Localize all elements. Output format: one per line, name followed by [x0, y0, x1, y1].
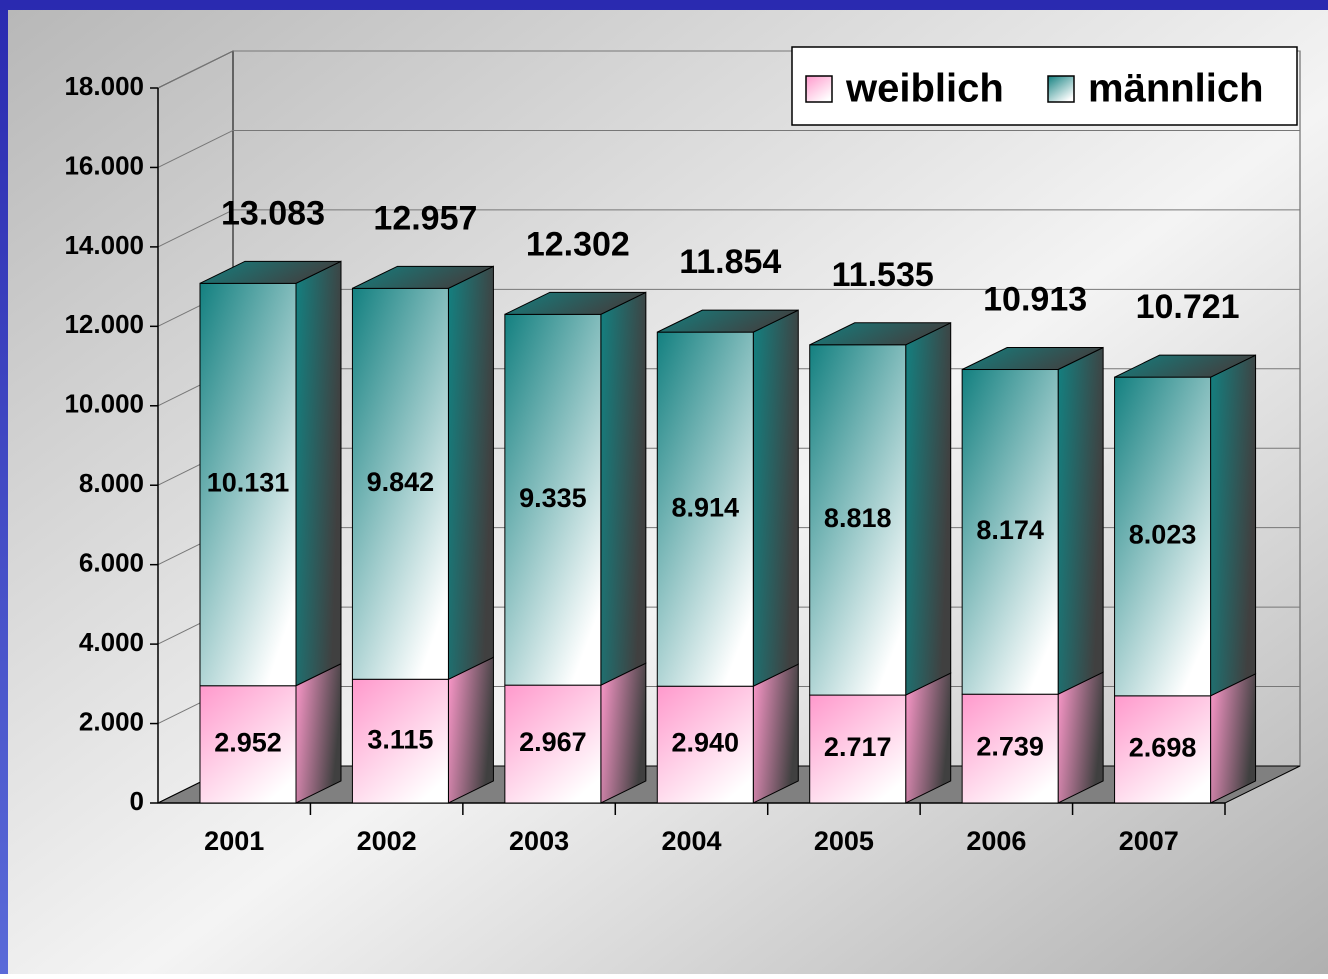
total-label: 13.083 [221, 194, 325, 232]
value-label: 2.940 [671, 728, 739, 758]
grid-line [157, 50, 234, 89]
value-label: 3.115 [367, 724, 433, 754]
bar-side [1057, 671, 1104, 804]
bar [656, 331, 754, 687]
value-label: 9.335 [519, 483, 587, 513]
bar-side [600, 291, 647, 686]
bar-side [295, 260, 342, 687]
y-tick-label: 16.000 [64, 150, 144, 180]
total-label: 12.302 [526, 225, 630, 263]
bar-top [504, 291, 647, 315]
grid-line [157, 129, 234, 168]
value-label: 8.174 [976, 515, 1044, 545]
y-tick-label: 8.000 [79, 468, 144, 498]
bar-side [600, 662, 647, 804]
value-label: 2.952 [214, 727, 282, 757]
value-label: 2.967 [519, 727, 587, 757]
grid-line [157, 209, 234, 248]
value-label: 10.131 [207, 468, 290, 498]
y-tick-label: 10.000 [64, 389, 144, 419]
x-tick-label: 2002 [357, 826, 417, 856]
y-tick-label: 6.000 [79, 548, 144, 578]
bar [961, 369, 1059, 695]
bar-side [905, 322, 952, 696]
bar [351, 287, 449, 680]
legend: weiblich männlich [791, 46, 1298, 126]
bar-top [809, 322, 951, 346]
total-label: 10.913 [983, 280, 1087, 318]
y-tick-label: 2.000 [79, 706, 144, 736]
bar-side [752, 309, 799, 688]
value-label: 9.842 [367, 467, 435, 497]
total-label: 12.957 [373, 199, 477, 237]
total-label: 10.721 [1136, 288, 1240, 326]
y-tick-label: 0 [130, 786, 144, 816]
legend-box [791, 46, 1298, 126]
total-label: 11.854 [679, 243, 781, 281]
bar-side [447, 656, 494, 804]
bar [199, 282, 297, 687]
bar-side [447, 265, 494, 681]
bar-side [905, 672, 952, 804]
bar-side [1210, 673, 1257, 804]
bar-top [657, 309, 799, 333]
bar [809, 344, 907, 696]
x-tick-label: 2006 [966, 826, 1026, 856]
x-tick-label: 2004 [661, 826, 721, 856]
bar-top [352, 265, 494, 289]
x-tick-label: 2003 [509, 826, 569, 856]
value-label: 2.739 [976, 732, 1044, 762]
y-tick-label: 14.000 [64, 230, 144, 260]
bar-top [199, 260, 342, 284]
x-tick-label: 2005 [814, 826, 874, 856]
bar [961, 693, 1059, 804]
y-tick-label: 4.000 [79, 627, 144, 657]
value-label: 8.914 [671, 492, 739, 522]
y-tick-label: 18.000 [64, 71, 144, 101]
legend-swatch [1047, 75, 1075, 103]
value-label: 2.698 [1129, 733, 1197, 763]
bar [199, 685, 297, 804]
bar-side [1057, 346, 1104, 696]
x-tick-label: 2007 [1119, 826, 1179, 856]
value-label: 8.023 [1129, 520, 1197, 550]
bar-side [1210, 354, 1257, 697]
bar-top [1114, 354, 1256, 378]
legend-swatch [805, 75, 833, 103]
bar-side [295, 662, 342, 804]
bar-side [752, 663, 799, 804]
legend-label: männlich [1088, 67, 1264, 111]
total-label: 11.535 [832, 256, 934, 294]
bar [351, 678, 449, 804]
value-label: 2.717 [824, 732, 892, 762]
value-label: 8.818 [824, 503, 892, 533]
bar [656, 685, 754, 804]
legend-label: weiblich [845, 67, 1004, 111]
y-tick-label: 12.000 [64, 309, 144, 339]
x-tick-label: 2001 [204, 826, 264, 856]
bar-top [961, 347, 1104, 371]
bar [1114, 376, 1212, 697]
